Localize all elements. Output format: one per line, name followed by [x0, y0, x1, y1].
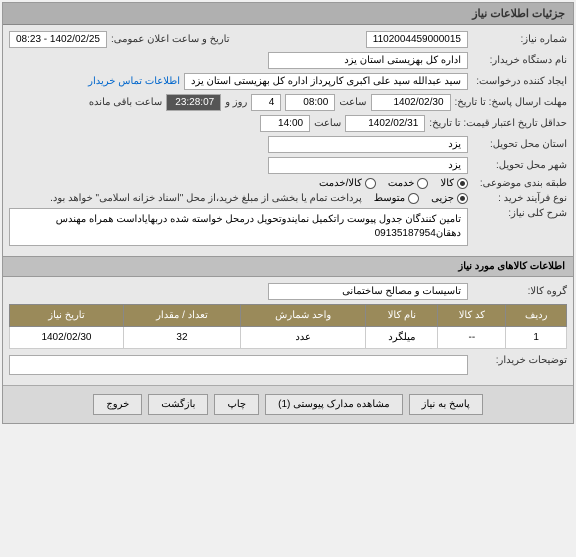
contact-link[interactable]: اطلاعات تماس خریدار: [88, 76, 180, 87]
cell-idx: 1: [506, 327, 567, 349]
desc-label: شرح کلی نیاز:: [472, 208, 567, 219]
buyer-value: اداره کل بهزیستی استان یزد: [268, 52, 468, 69]
table-row[interactable]: 1 -- میلگرد عدد 32 1402/02/30: [10, 327, 567, 349]
row-process: نوع فرآیند خرید : جزیی متوسط پرداخت تمام…: [9, 193, 567, 204]
time-label-1: ساعت: [339, 97, 366, 108]
radio-dot-service: [417, 178, 428, 189]
radio-service[interactable]: خدمت: [388, 178, 429, 189]
goods-table: ردیف کد کالا نام کالا واحد شمارش تعداد /…: [9, 304, 567, 349]
col-row: ردیف: [506, 305, 567, 327]
row-deadline: مهلت ارسال پاسخ: تا تاریخ: 1402/02/30 سا…: [9, 94, 567, 111]
respond-button[interactable]: پاسخ به نیاز: [409, 394, 483, 415]
creator-label: ایجاد کننده درخواست:: [472, 76, 567, 87]
col-code: کد کالا: [438, 305, 506, 327]
buyer-label: نام دستگاه خریدار:: [472, 55, 567, 66]
radio-medium[interactable]: متوسط: [374, 193, 419, 204]
radio-dot-partial: [457, 193, 468, 204]
radio-dot-medium: [408, 193, 419, 204]
radio-dot-goods: [457, 178, 468, 189]
goods-body: گروه کالا: تاسیسات و مصالح ساختمانی ردیف…: [3, 277, 573, 385]
validity-time: 14:00: [260, 115, 310, 132]
radio-dot-both: [365, 178, 376, 189]
remain-time: 23:28:07: [166, 94, 221, 111]
cell-qty: 32: [123, 327, 240, 349]
col-name: نام کالا: [366, 305, 438, 327]
row-request-no: شماره نیاز: 1102004459000015 تاریخ و ساع…: [9, 31, 567, 48]
request-no-label: شماره نیاز:: [472, 34, 567, 45]
cell-date: 1402/02/30: [10, 327, 124, 349]
col-unit: واحد شمارش: [240, 305, 365, 327]
radio-goods[interactable]: کالا: [440, 178, 468, 189]
process-radio-group: جزیی متوسط: [374, 193, 468, 204]
row-category: طبقه بندی موضوعی: کالا خدمت کالا/خدمت: [9, 178, 567, 189]
col-qty: تعداد / مقدار: [123, 305, 240, 327]
province-label: استان محل تحویل:: [472, 139, 567, 150]
row-group: گروه کالا: تاسیسات و مصالح ساختمانی: [9, 283, 567, 300]
radio-service-label: خدمت: [388, 178, 415, 189]
exit-button[interactable]: خروج: [93, 394, 142, 415]
cell-unit: عدد: [240, 327, 365, 349]
process-note: پرداخت تمام یا بخشی از مبلغ خرید،از محل …: [50, 193, 362, 204]
cell-code: --: [438, 327, 506, 349]
row-desc: شرح کلی نیاز: تامین کنندگان جدول پیوست ر…: [9, 208, 567, 246]
button-bar: پاسخ به نیاز مشاهده مدارک پیوستی (1) چاپ…: [3, 385, 573, 423]
panel-body: شماره نیاز: 1102004459000015 تاریخ و ساع…: [3, 25, 573, 256]
row-notes: توضیحات خریدار:: [9, 355, 567, 375]
day-label: روز و: [225, 97, 247, 108]
row-buyer: نام دستگاه خریدار: اداره کل بهزیستی استا…: [9, 52, 567, 69]
table-header-row: ردیف کد کالا نام کالا واحد شمارش تعداد /…: [10, 305, 567, 327]
group-value: تاسیسات و مصالح ساختمانی: [268, 283, 468, 300]
process-label: نوع فرآیند خرید :: [472, 193, 567, 204]
validity-date: 1402/02/31: [345, 115, 425, 132]
request-no-value: 1102004459000015: [366, 31, 468, 48]
row-validity: حداقل تاریخ اعتبار قیمت: تا تاریخ: 1402/…: [9, 115, 567, 132]
remain-label: ساعت باقی مانده: [89, 97, 162, 108]
category-label: طبقه بندی موضوعی:: [472, 178, 567, 189]
row-province: استان محل تحویل: یزد: [9, 136, 567, 153]
goods-section-title: اطلاعات کالاهای مورد نیاز: [3, 256, 573, 277]
print-button[interactable]: چاپ: [214, 394, 259, 415]
row-creator: ایجاد کننده درخواست: سید عبدالله سید علی…: [9, 73, 567, 90]
notes-area: [9, 355, 468, 375]
validity-label: حداقل تاریخ اعتبار قیمت: تا تاریخ:: [429, 118, 567, 129]
public-date-value: 1402/02/25 - 08:23: [9, 31, 107, 48]
panel-header: جزئیات اطلاعات نیاز: [3, 3, 573, 25]
deadline-time: 08:00: [285, 94, 335, 111]
radio-partial-label: جزیی: [431, 193, 454, 204]
col-date: تاریخ نیاز: [10, 305, 124, 327]
time-label-2: ساعت: [314, 118, 341, 129]
province-value: یزد: [268, 136, 468, 153]
city-value: یزد: [268, 157, 468, 174]
attachments-button[interactable]: مشاهده مدارک پیوستی (1): [265, 394, 403, 415]
radio-medium-label: متوسط: [374, 193, 405, 204]
request-details-panel: جزئیات اطلاعات نیاز شماره نیاز: 11020044…: [2, 2, 574, 424]
radio-goods-label: کالا: [440, 178, 454, 189]
creator-value: سید عبدالله سید علی اکبری کارپرداز اداره…: [184, 73, 468, 90]
category-radio-group: کالا خدمت کالا/خدمت: [319, 178, 468, 189]
deadline-date: 1402/02/30: [371, 94, 451, 111]
cell-name: میلگرد: [366, 327, 438, 349]
radio-both-label: کالا/خدمت: [319, 178, 362, 189]
days-value: 4: [251, 94, 281, 111]
city-label: شهر محل تحویل:: [472, 160, 567, 171]
notes-label: توضیحات خریدار:: [472, 355, 567, 366]
radio-both[interactable]: کالا/خدمت: [319, 178, 376, 189]
deadline-label: مهلت ارسال پاسخ: تا تاریخ:: [455, 97, 567, 108]
public-date-label: تاریخ و ساعت اعلان عمومی:: [111, 34, 230, 45]
desc-text: تامین کنندگان جدول پیوست راتکمیل نمایندو…: [9, 208, 468, 246]
back-button[interactable]: بازگشت: [148, 394, 208, 415]
group-label: گروه کالا:: [472, 286, 567, 297]
row-city: شهر محل تحویل: یزد: [9, 157, 567, 174]
radio-partial[interactable]: جزیی: [431, 193, 468, 204]
